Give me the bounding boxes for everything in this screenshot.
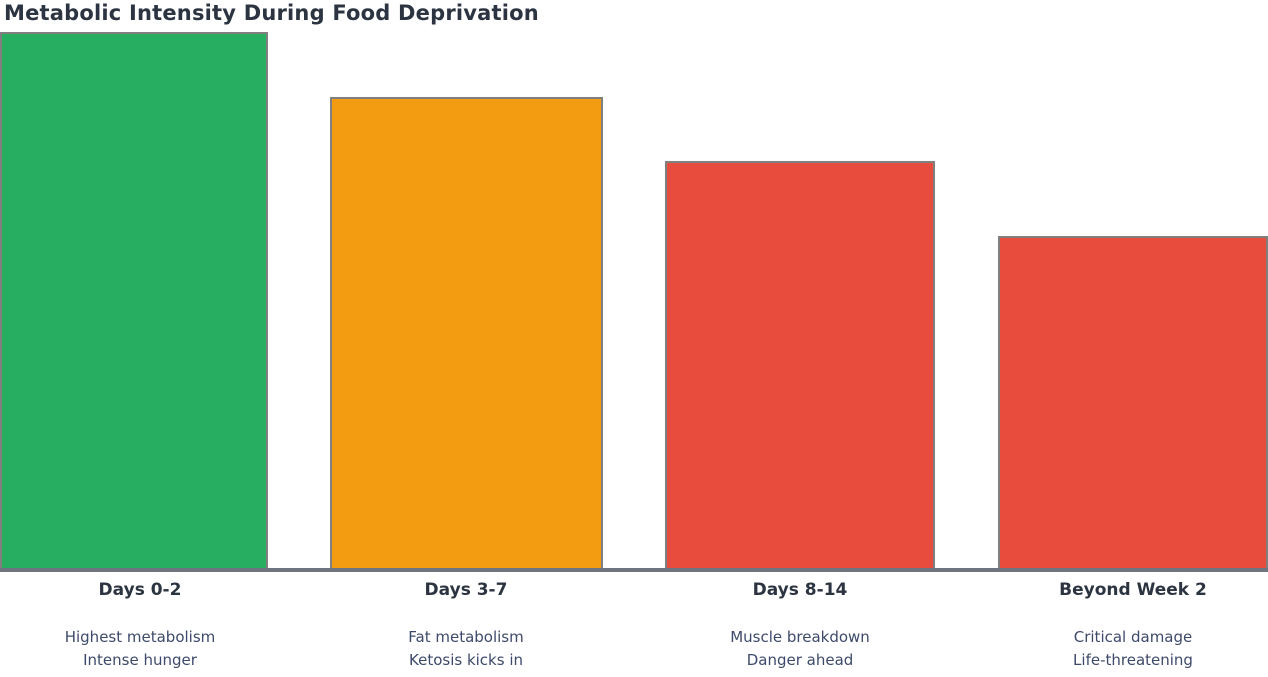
annotation-line-2: Intense hunger bbox=[83, 651, 197, 669]
bar-label: Days 0-2 bbox=[98, 580, 182, 600]
annotation-line-1: Highest metabolism bbox=[64, 628, 216, 646]
bar-days-0-2 bbox=[0, 32, 268, 570]
chart-title: Metabolic Intensity During Food Deprivat… bbox=[4, 1, 539, 25]
bar-label: Days 8-14 bbox=[752, 580, 848, 600]
x-axis-baseline bbox=[0, 568, 1268, 572]
bar-label: Days 3-7 bbox=[424, 580, 508, 600]
bar-beyond-week-2 bbox=[998, 236, 1268, 570]
bar-annotation: Fat metabolism Ketosis kicks in bbox=[306, 626, 626, 672]
bar-days-8-14 bbox=[665, 161, 935, 570]
annotation-line-1: Fat metabolism bbox=[408, 628, 524, 646]
bar-annotation: Muscle breakdown Danger ahead bbox=[640, 626, 960, 672]
annotation-line-1: Muscle breakdown bbox=[730, 628, 870, 646]
annotation-line-2: Danger ahead bbox=[746, 651, 854, 669]
annotation-line-2: Ketosis kicks in bbox=[409, 651, 523, 669]
bar-days-3-7 bbox=[330, 97, 603, 570]
annotation-line-2: Life-threatening bbox=[1073, 651, 1193, 669]
annotation-line-1: Critical damage bbox=[1073, 628, 1193, 646]
bar-annotation: Critical damage Life-threatening bbox=[973, 626, 1268, 672]
bar-annotation: Highest metabolism Intense hunger bbox=[0, 626, 300, 672]
bar-label: Beyond Week 2 bbox=[1059, 580, 1207, 600]
